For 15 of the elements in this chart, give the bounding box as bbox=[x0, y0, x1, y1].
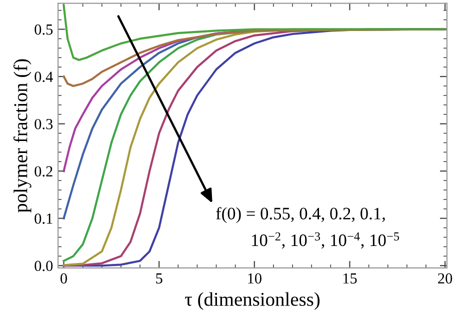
y-tick-label: 0.0 bbox=[34, 260, 53, 272]
x-axis-title: τ (dimensionless) bbox=[185, 292, 320, 310]
annotation: 10$^{−2}$, 10$^{−3}$, 10$^{−4}$, 10$^{−5}$ bbox=[252, 232, 400, 249]
y-tick-label: 0.4 bbox=[34, 72, 53, 82]
x-tick-label: 5 bbox=[156, 273, 162, 284]
y-tick-label: 0.3 bbox=[34, 118, 53, 130]
y-tick-label: 0.2 bbox=[34, 166, 52, 177]
x-tick-label: 20 bbox=[438, 273, 452, 284]
x-tick-label: 10 bbox=[248, 273, 262, 284]
y-tick-label: 0.5 bbox=[34, 24, 53, 35]
x-tick-label: 15 bbox=[343, 273, 357, 284]
y-tick-label: 0.1 bbox=[34, 213, 52, 224]
x-tick-label: 0 bbox=[60, 273, 67, 284]
y-axis-title: polymer fraction (f) bbox=[13, 59, 32, 213]
annotation: f(0) = 0.55, 0.4, 0.2, 0.1, bbox=[216, 207, 385, 223]
